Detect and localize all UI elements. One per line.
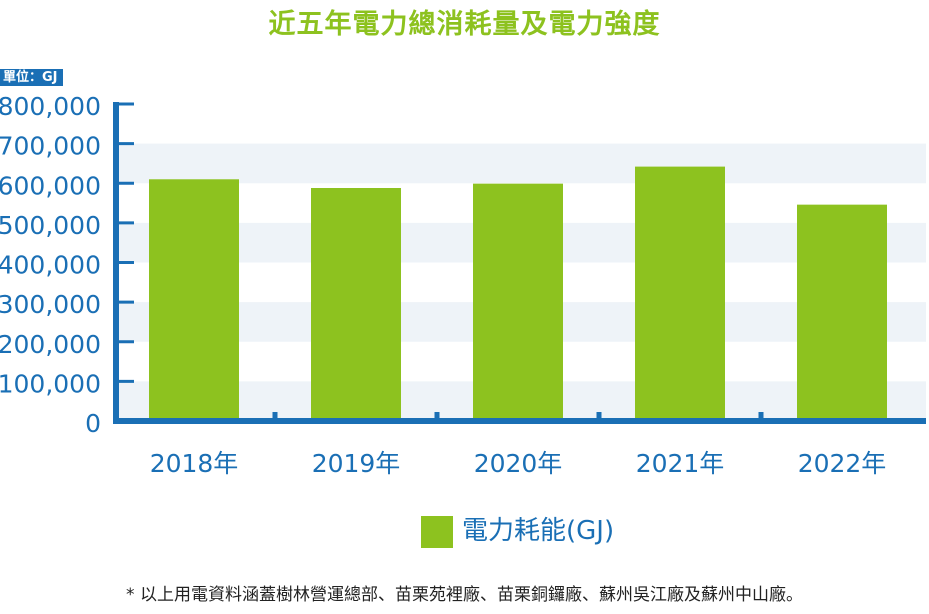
- bar: [635, 166, 725, 421]
- y-axis-ticks: 0 100,000 200,000 300,000 400,000 500,000 600,…: [0, 92, 134, 438]
- y-tick-label: 0: [85, 409, 101, 438]
- legend-label: 電力耗能(GJ): [462, 516, 615, 546]
- bar: [311, 188, 401, 421]
- y-tick-label: 600,000: [0, 171, 101, 200]
- y-tick-label: 400,000: [0, 251, 101, 280]
- bar: [473, 183, 563, 421]
- x-tick-label: 2019年: [312, 449, 401, 478]
- bar: [797, 204, 887, 421]
- footnote: * 以上用電資料涵蓋樹林營運總部、苗栗苑裡廠、苗栗銅鑼廠、蘇州吳江廠及蘇州中山廠…: [126, 585, 803, 605]
- x-axis-labels: 2018年 2019年 2020年 2021年 2022年: [150, 449, 887, 478]
- y-tick-label: 100,000: [0, 369, 101, 398]
- axes: [113, 102, 926, 424]
- x-tick-label: 2021年: [636, 449, 725, 478]
- y-tick-label: 700,000: [0, 132, 101, 161]
- y-tick-label: 800,000: [0, 92, 101, 121]
- x-tick-label: 2020年: [474, 449, 563, 478]
- grid-band: [116, 143, 926, 184]
- legend-swatch: [421, 516, 453, 548]
- y-tick-label: 200,000: [0, 330, 101, 359]
- x-tick-label: 2018年: [150, 449, 239, 478]
- bar: [149, 179, 239, 421]
- y-tick-label: 500,000: [0, 211, 101, 240]
- x-tick-label: 2022年: [798, 449, 887, 478]
- y-tick-label: 300,000: [0, 290, 101, 319]
- chart-title: 近五年電力總消耗量及電力強度: [268, 9, 661, 40]
- unit-badge: 單位：GJ: [0, 69, 63, 86]
- bars: [149, 166, 887, 421]
